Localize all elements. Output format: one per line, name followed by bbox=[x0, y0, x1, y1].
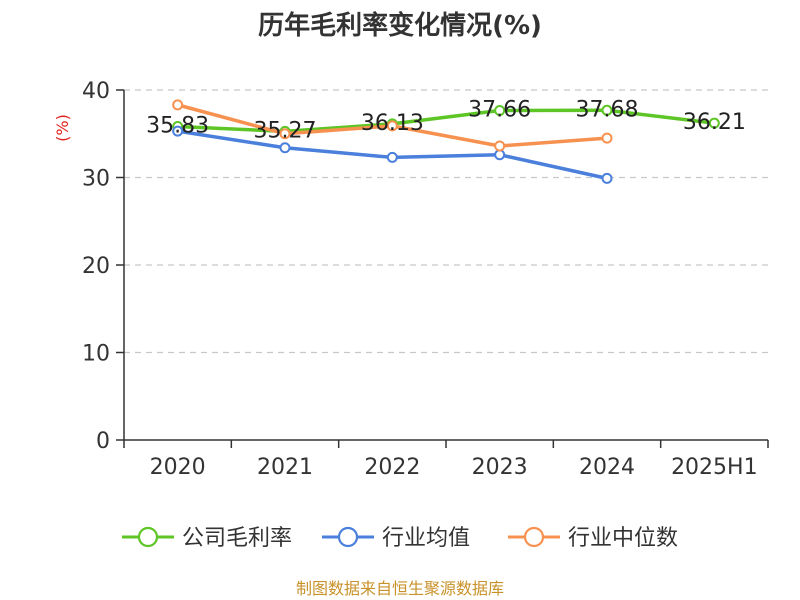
x-tick-label: 2025H1 bbox=[671, 455, 758, 480]
data-source-note: 制图数据来自恒生聚源数据库 bbox=[296, 579, 504, 598]
data-label: 36.13 bbox=[361, 111, 424, 136]
y-axis-label: (%) bbox=[53, 114, 72, 142]
chart-title: 历年毛利率变化情况(%) bbox=[258, 10, 542, 41]
legend-marker bbox=[523, 526, 545, 548]
data-point bbox=[601, 104, 613, 116]
x-tick-label: 2024 bbox=[579, 455, 635, 480]
axes: 0 10 20 30 40 2020 2021 2022 2023 2024 2025H1 bbox=[82, 79, 769, 480]
y-tick-label: 10 bbox=[82, 342, 110, 367]
legend-label: 公司毛利率 bbox=[182, 526, 292, 551]
data-point bbox=[386, 120, 398, 132]
y-tick-label: 30 bbox=[82, 167, 110, 192]
y-tick-label: 40 bbox=[82, 79, 110, 104]
data-point bbox=[386, 151, 398, 163]
data-label: 36.21 bbox=[683, 110, 746, 135]
data-point bbox=[279, 142, 291, 154]
legend-item-3: 行业中位数 bbox=[508, 526, 678, 551]
legend: 公司毛利率 行业均值 行业中位数 bbox=[122, 526, 678, 551]
legend-label: 行业均值 bbox=[382, 526, 470, 551]
data-point bbox=[172, 125, 184, 137]
data-label: 35.27 bbox=[254, 118, 317, 143]
data-point bbox=[172, 99, 184, 111]
legend-marker bbox=[137, 526, 159, 548]
data-labels: 35.83 35.27 36.13 37.66 37.68 36.21 bbox=[146, 97, 746, 143]
x-tick-label: 2020 bbox=[150, 455, 206, 480]
legend-marker bbox=[337, 526, 359, 548]
data-point bbox=[494, 149, 506, 161]
data-label: 37.66 bbox=[468, 97, 531, 122]
legend-item-1: 公司毛利率 bbox=[122, 526, 292, 551]
y-tick-label: 20 bbox=[82, 254, 110, 279]
data-point bbox=[494, 140, 506, 152]
data-label: 35.83 bbox=[146, 113, 209, 138]
y-tick-label: 0 bbox=[96, 429, 110, 454]
x-tick-label: 2023 bbox=[472, 455, 528, 480]
data-point bbox=[601, 172, 613, 184]
legend-label: 行业中位数 bbox=[568, 526, 678, 551]
data-point bbox=[708, 117, 720, 129]
legend-item-2: 行业均值 bbox=[322, 526, 470, 551]
x-tick-label: 2022 bbox=[364, 455, 420, 480]
data-label: 37.68 bbox=[576, 97, 639, 122]
data-point bbox=[279, 128, 291, 140]
x-tick-label: 2021 bbox=[257, 455, 313, 480]
series-lines bbox=[172, 99, 720, 184]
grid-lines bbox=[124, 89, 768, 354]
data-point bbox=[601, 132, 613, 144]
data-point bbox=[494, 104, 506, 116]
